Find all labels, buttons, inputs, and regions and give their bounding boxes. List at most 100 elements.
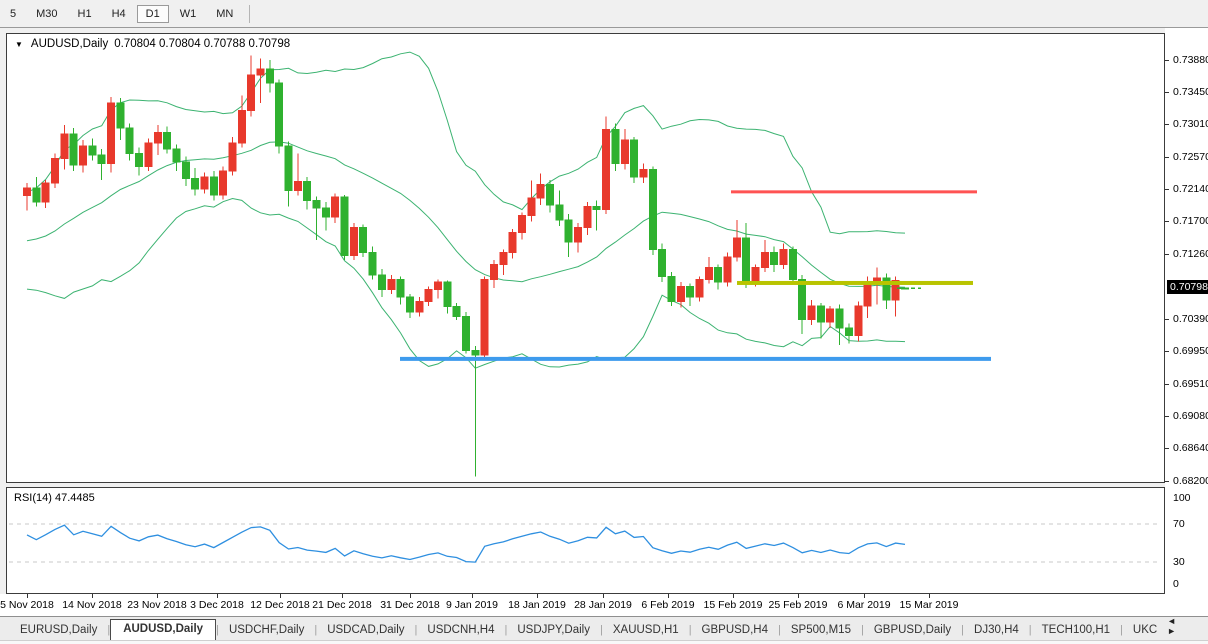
- chart-tab-usdcad-daily[interactable]: USDCAD,Daily: [327, 624, 405, 636]
- chart-ohlc-label: 0.70804 0.70804 0.70788 0.70798: [114, 38, 291, 50]
- price-axis-tick: [1165, 351, 1169, 353]
- rsi-axis-label: 0: [1173, 578, 1179, 590]
- tab-separator: |: [688, 624, 692, 636]
- chart-tab-audusd-daily[interactable]: AUDUSD,Daily: [110, 619, 217, 640]
- chart-tab-tech100-h1[interactable]: TECH100,H1: [1041, 624, 1111, 636]
- timeframe-button-mn[interactable]: MN: [216, 7, 234, 20]
- date-axis[interactable]: 5 Nov 2018 14 Nov 2018 23 Nov 2018 3 Dec 20…: [0, 594, 1208, 616]
- price-axis-tick: [1165, 124, 1169, 126]
- price-axis-label: 0.71700: [1173, 215, 1208, 228]
- rsi-axis-label: 70: [1173, 518, 1185, 530]
- tab-separator: |: [860, 624, 864, 636]
- date-axis-tick: [157, 594, 158, 598]
- date-axis-tick: [27, 594, 28, 598]
- price-axis-label: 0.70390: [1173, 312, 1208, 325]
- date-axis-label: 31 Dec 2018: [380, 599, 440, 611]
- chart-symbol-label: AUDUSD,Daily: [30, 38, 109, 50]
- collapse-triangle-icon[interactable]: ▼: [15, 39, 23, 49]
- date-axis-label: 23 Nov 2018: [127, 599, 187, 611]
- date-axis-label: 6 Feb 2019: [641, 599, 695, 611]
- current-price-tag: 0.70798: [1167, 280, 1208, 295]
- price-axis-label: 0.72570: [1173, 151, 1208, 164]
- chart-tab-usdjpy-daily[interactable]: USDJPY,Daily: [517, 624, 590, 636]
- tab-separator: |: [314, 624, 318, 636]
- chart-tabbar: EURUSD,Daily | AUDUSD,Daily | USDCHF,Daily | U…: [0, 616, 1208, 640]
- price-axis-label: 0.71260: [1173, 248, 1208, 261]
- date-axis-tick: [217, 594, 218, 598]
- price-axis-tick: [1165, 188, 1169, 190]
- timeframe-button-5[interactable]: 5: [10, 7, 17, 20]
- price-axis-tick: [1165, 60, 1169, 61]
- chart-tab-usdchf-daily[interactable]: USDCHF,Daily: [228, 624, 305, 636]
- tab-separator: |: [778, 624, 781, 636]
- chart-title: ▼ AUDUSD,Daily 0.70804 0.70804 0.70788 0…: [15, 38, 290, 50]
- price-axis-tick: [1165, 221, 1169, 223]
- date-axis-label: 18 Jan 2019: [508, 599, 566, 611]
- timeframe-button-m30[interactable]: M30: [36, 7, 58, 20]
- date-axis-tick: [280, 594, 281, 598]
- date-axis-tick: [733, 594, 734, 598]
- tab-separator: |: [107, 624, 111, 636]
- rsi-pane[interactable]: RSI(14) 47.4485: [6, 487, 1165, 594]
- chart-tab-eurusd-daily[interactable]: EURUSD,Daily: [20, 624, 98, 636]
- date-axis-tick: [864, 594, 865, 598]
- date-axis-tick: [472, 594, 473, 598]
- tab-separator: |: [1120, 624, 1123, 636]
- price-axis[interactable]: 0.73880 0.73450 0.73010 0.72570 0.72140 0.717…: [1165, 28, 1208, 616]
- price-axis-tick: [1165, 480, 1169, 482]
- price-axis-tick: [1165, 415, 1169, 417]
- date-axis-label: 25 Feb 2019: [768, 599, 828, 611]
- date-axis-label: 14 Nov 2018: [62, 599, 122, 611]
- date-axis-tick: [410, 594, 411, 598]
- price-axis-label: 0.69510: [1173, 377, 1208, 390]
- date-axis-label: 3 Dec 2018: [190, 599, 244, 611]
- date-axis-label: 9 Jan 2019: [446, 599, 498, 611]
- tab-separator: |: [1028, 624, 1032, 636]
- rsi-line: [26, 524, 906, 563]
- price-axis-label: 0.73880: [1173, 54, 1208, 66]
- tab-separator: |: [600, 624, 603, 636]
- date-axis-label: 21 Dec 2018: [312, 599, 372, 611]
- hline-resistance-red[interactable]: [731, 190, 977, 194]
- chart-tab-xauusd-h1[interactable]: XAUUSD,H1: [612, 624, 679, 636]
- date-axis-tick: [603, 594, 604, 598]
- tab-separator: |: [216, 624, 219, 636]
- price-axis-tick: [1165, 448, 1169, 450]
- price-axis-tick: [1165, 254, 1169, 256]
- chart-tab-sp500-m15[interactable]: SP500,M15: [790, 624, 851, 636]
- chart-tab-gbpusd-h4[interactable]: GBPUSD,H4: [701, 624, 769, 636]
- rsi-axis-label: 30: [1173, 556, 1185, 568]
- price-axis-label: 0.69080: [1173, 409, 1208, 422]
- date-axis-label: 5 Nov 2018: [0, 599, 54, 611]
- date-axis-label: 12 Dec 2018: [250, 599, 310, 611]
- date-axis-tick: [92, 594, 93, 598]
- chart-tab-ukc[interactable]: UKC: [1132, 624, 1158, 636]
- statusbar-strip: [0, 640, 1208, 644]
- date-axis-label: 6 Mar 2019: [837, 599, 891, 611]
- chart-tab-dj30-h4[interactable]: DJ30,H4: [974, 624, 1019, 636]
- tab-scroll-arrows[interactable]: ◄ ►: [1167, 616, 1183, 636]
- price-axis-label: 0.69950: [1173, 345, 1208, 358]
- date-axis-label: 28 Jan 2019: [574, 599, 632, 611]
- timeframe-button-w1[interactable]: W1: [179, 7, 197, 20]
- chart-tab-gbpusd-daily[interactable]: GBPUSD,Daily: [873, 624, 952, 636]
- hline-level-yellow[interactable]: [737, 280, 973, 285]
- timeframe-button-d1[interactable]: D1: [136, 4, 169, 23]
- timeframe-button-h1[interactable]: H1: [77, 7, 92, 20]
- price-axis-label: 0.68200: [1173, 474, 1208, 487]
- price-chart-canvas[interactable]: [7, 34, 1164, 482]
- main-chart-pane[interactable]: ▼ AUDUSD,Daily 0.70804 0.70804 0.70788 0…: [6, 33, 1165, 483]
- rsi-chart-canvas[interactable]: [7, 488, 1164, 593]
- date-axis-tick: [537, 594, 538, 598]
- date-axis-label: 15 Feb 2019: [703, 599, 763, 611]
- tab-separator: |: [504, 624, 508, 636]
- price-axis-tick: [1165, 157, 1169, 159]
- price-axis-label: 0.73450: [1173, 85, 1208, 98]
- price-axis-tick: [1165, 91, 1169, 93]
- timeframe-button-h4[interactable]: H4: [111, 7, 126, 20]
- rsi-indicator-label: RSI(14) 47.4485: [14, 492, 95, 504]
- chart-tab-usdcnh-h4[interactable]: USDCNH,H4: [427, 624, 495, 636]
- date-axis-tick: [798, 594, 799, 598]
- hline-support-blue[interactable]: [400, 356, 991, 361]
